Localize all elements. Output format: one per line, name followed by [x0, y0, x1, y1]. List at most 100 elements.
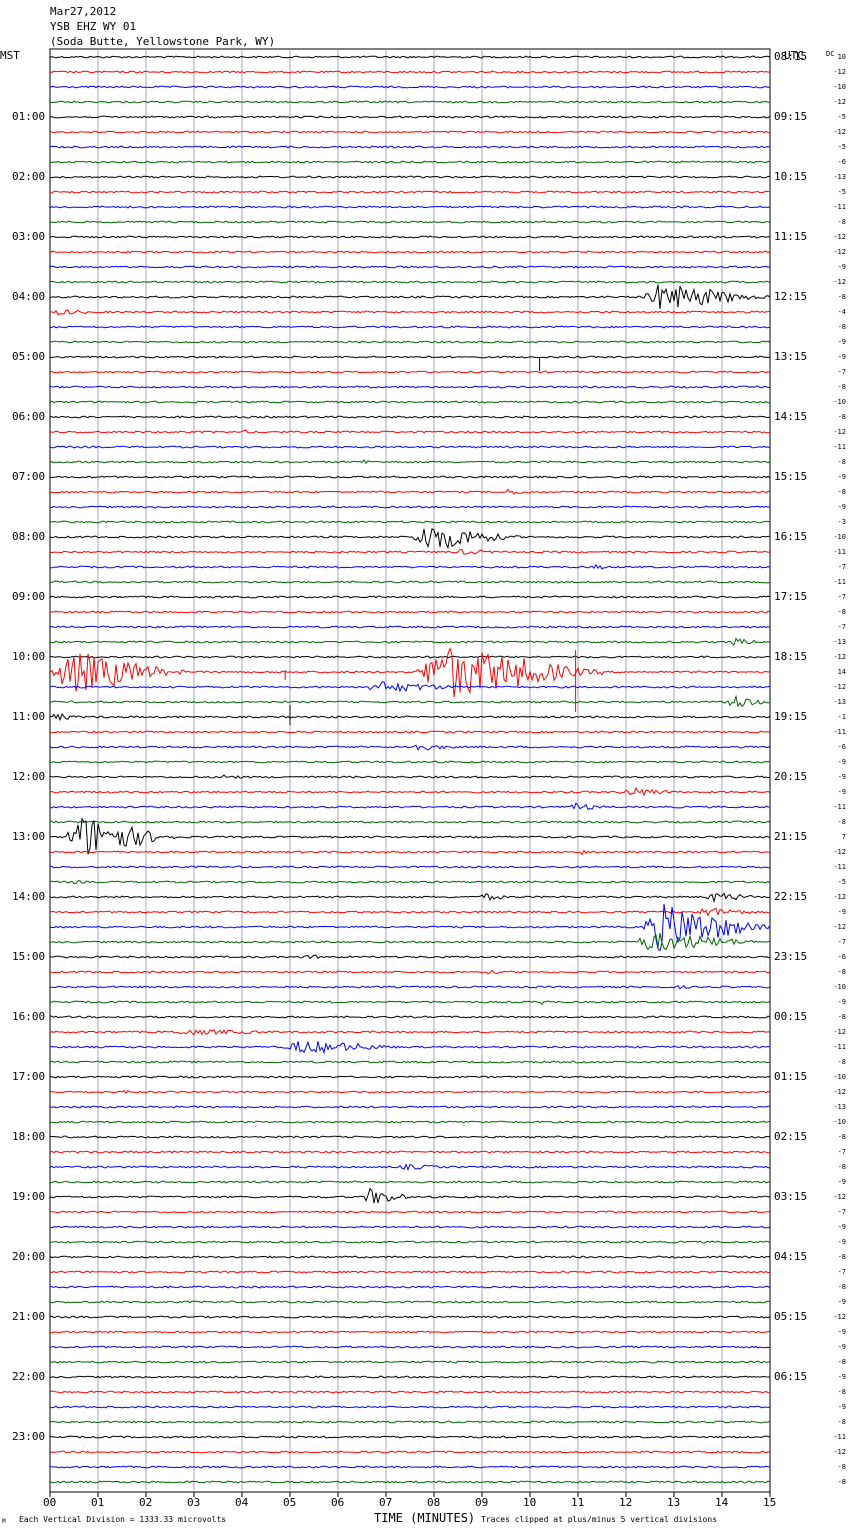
dc-offset-value: -7	[837, 623, 846, 631]
seismic-trace	[49, 646, 771, 698]
seismic-trace	[49, 1060, 771, 1064]
seismic-trace	[49, 1270, 771, 1274]
x-tick-label: 12	[619, 1496, 633, 1509]
dc-offset-value: -9	[837, 908, 846, 916]
seismic-trace	[49, 505, 771, 509]
mst-hour-label: 10:00	[12, 650, 46, 663]
dc-offset-value: -10	[833, 83, 846, 91]
dc-offset-value: -12	[833, 893, 846, 901]
dc-offset-value: -8	[837, 608, 846, 616]
seismic-trace	[49, 1315, 771, 1319]
seismic-trace	[49, 595, 771, 599]
seismic-trace	[49, 1255, 771, 1259]
seismic-trace	[49, 284, 771, 310]
seismic-trace	[49, 205, 771, 209]
corner-mark: M	[2, 1518, 6, 1525]
seismic-trace	[49, 880, 771, 885]
dc-offset-value: -5	[837, 878, 846, 886]
utc-hour-label: 14:15	[774, 410, 808, 423]
seismic-trace	[49, 445, 771, 449]
seismic-trace	[49, 610, 771, 614]
mst-hour-label: 05:00	[12, 350, 46, 363]
seismic-trace	[49, 160, 771, 164]
dc-offset-value: -8	[837, 1058, 846, 1066]
seismic-trace	[49, 115, 771, 119]
seismic-trace	[49, 1435, 771, 1439]
mst-hour-label: 19:00	[12, 1190, 46, 1203]
seismic-trace	[49, 625, 770, 629]
seismic-trace	[49, 786, 771, 797]
seismic-trace	[49, 528, 771, 550]
utc-hour-label: 10:15	[774, 170, 808, 183]
dc-offset-value: -13	[833, 1103, 846, 1111]
mst-hour-label: 06:00	[12, 410, 46, 423]
station-location: (Soda Butte, Yellowstone Park, WY)	[50, 35, 276, 48]
seismic-trace	[49, 145, 771, 149]
dc-offset-value: -9	[837, 1298, 846, 1306]
seismic-trace	[49, 280, 771, 284]
seismic-trace	[49, 220, 771, 224]
dc-offset-value: -9	[837, 1223, 846, 1231]
dc-offset-value: -13	[833, 173, 846, 181]
dc-offset-value: -12	[833, 128, 846, 136]
seismic-trace	[49, 744, 771, 751]
seismic-trace	[49, 760, 771, 764]
dc-offset-value: -8	[837, 1418, 846, 1426]
x-tick-label: 05	[283, 1496, 297, 1509]
left-timezone-label: MST	[0, 49, 20, 62]
dc-offset-value: -9	[837, 353, 846, 361]
seismic-trace	[49, 385, 770, 389]
dc-offset-value: -10	[833, 533, 846, 541]
seismic-trace	[49, 802, 771, 811]
dc-offset-value: -7	[837, 938, 846, 946]
seismic-trace	[49, 903, 771, 952]
utc-hour-label: 13:15	[774, 350, 808, 363]
x-tick-label: 10	[523, 1496, 537, 1509]
seismic-trace	[49, 1360, 771, 1364]
mst-hour-label: 13:00	[12, 830, 46, 843]
seismic-trace	[49, 1480, 771, 1484]
dc-offset-value: -9	[837, 263, 846, 271]
utc-hour-label: 04:15	[774, 1250, 808, 1263]
seismic-trace	[49, 1150, 771, 1154]
dc-offset-value: -6	[837, 953, 846, 961]
seismic-trace	[49, 1105, 771, 1109]
dc-offset-value: -10	[833, 983, 846, 991]
seismic-trace	[49, 520, 771, 524]
x-tick-label: 02	[139, 1496, 153, 1509]
dc-offset-header: DC	[826, 50, 835, 58]
dc-offset-value: -12	[833, 428, 846, 436]
dc-offset-value: -10	[833, 1073, 846, 1081]
dc-offset-value: -7	[837, 1208, 846, 1216]
seismic-trace	[49, 1375, 770, 1379]
x-tick-label: 00	[43, 1496, 57, 1509]
seismic-trace	[49, 932, 771, 951]
dc-offset-value: -12	[833, 1448, 846, 1456]
dc-offset-value: -9	[837, 758, 846, 766]
seismic-trace	[49, 1163, 771, 1171]
dc-offset-value: -9	[837, 1328, 846, 1336]
utc-hour-label: 18:15	[774, 650, 808, 663]
mst-hour-label: 20:00	[12, 1250, 46, 1263]
dc-offset-value: -8	[837, 458, 846, 466]
mst-hour-label: 07:00	[12, 470, 46, 483]
seismic-trace	[49, 250, 771, 254]
x-tick-label: 01	[91, 1496, 105, 1509]
seismic-trace	[49, 694, 771, 708]
seismic-trace	[49, 1345, 771, 1349]
seismic-trace	[49, 849, 771, 856]
mst-hour-label: 17:00	[12, 1070, 46, 1083]
dc-offset-value: -8	[837, 1133, 846, 1141]
x-tick-label: 15	[763, 1496, 777, 1509]
dc-offset-value: -10	[833, 398, 846, 406]
dc-offset-value: -12	[833, 98, 846, 106]
seismic-trace	[49, 55, 771, 59]
utc-hour-label: 12:15	[774, 290, 808, 303]
dc-offset-value: -9	[837, 1238, 846, 1246]
x-tick-label: 13	[667, 1496, 681, 1509]
seismic-trace	[49, 85, 771, 89]
mst-hour-label: 21:00	[12, 1310, 46, 1323]
seismic-trace	[49, 340, 771, 344]
dc-offset-value: -12	[833, 683, 846, 691]
dc-offset-value: -12	[833, 278, 846, 286]
